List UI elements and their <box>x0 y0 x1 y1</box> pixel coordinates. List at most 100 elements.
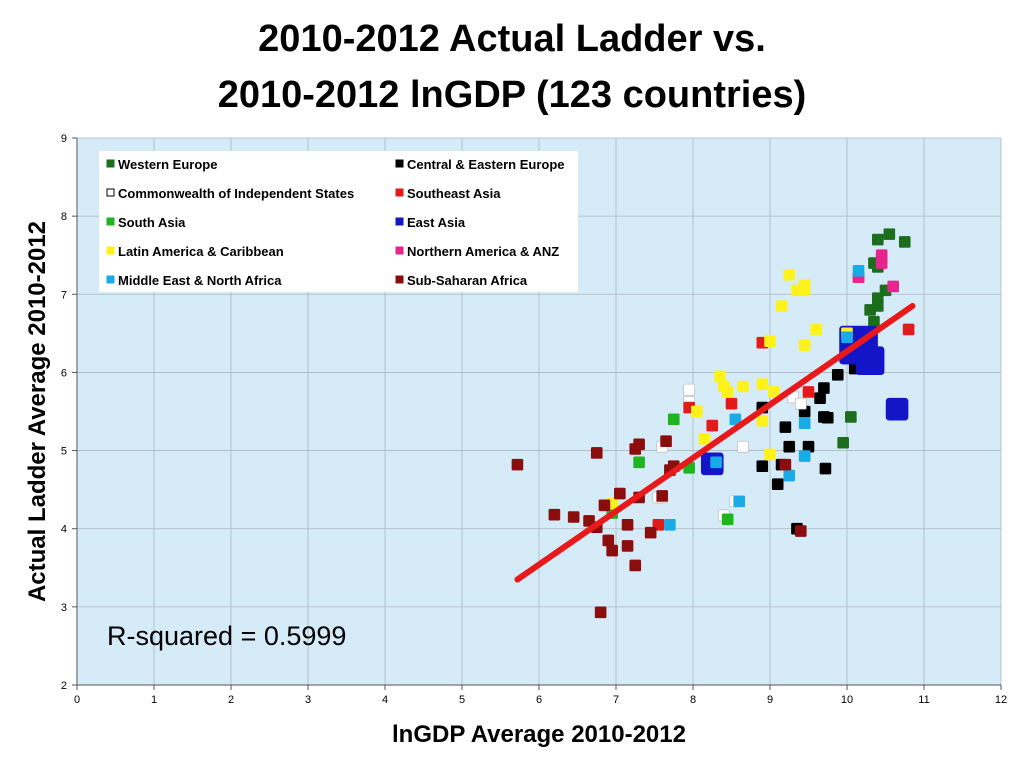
data-point <box>614 487 626 500</box>
data-point <box>798 450 811 462</box>
data-point <box>771 478 784 490</box>
legend-label: Middle East & North Africa <box>118 273 282 288</box>
data-point <box>810 323 823 336</box>
data-point <box>660 435 672 447</box>
x-tick-label: 3 <box>305 694 311 706</box>
data-point <box>852 265 865 277</box>
data-point <box>698 433 711 445</box>
x-tick-label: 4 <box>382 694 388 706</box>
y-tick-label: 6 <box>61 367 67 379</box>
data-point <box>883 228 896 240</box>
data-point <box>756 378 769 390</box>
data-point <box>837 436 849 449</box>
legend-swatch <box>106 246 115 255</box>
data-point <box>629 559 642 572</box>
r-squared-annotation: R-squared = 0.5999 <box>107 621 346 651</box>
data-point <box>733 495 746 508</box>
data-point <box>594 606 607 619</box>
chart-title-line-2: 2010-2012 lnGDP (123 countries) <box>217 74 807 116</box>
data-point <box>871 300 884 312</box>
data-point <box>798 279 811 291</box>
data-point <box>691 405 703 418</box>
data-point <box>667 413 680 426</box>
data-point <box>606 544 618 557</box>
data-point <box>729 413 742 426</box>
data-point <box>721 386 734 398</box>
data-point <box>875 257 888 269</box>
axes <box>72 137 1002 690</box>
data-point <box>725 397 738 410</box>
legend-label: Northern America & ANZ <box>407 244 559 259</box>
data-point <box>706 419 719 432</box>
data-point <box>737 440 749 453</box>
data-point <box>855 346 885 376</box>
data-point <box>598 499 611 512</box>
legend-swatch <box>395 159 404 168</box>
data-point <box>511 458 524 471</box>
x-tick-label: 2 <box>228 694 234 706</box>
data-point <box>633 456 645 469</box>
y-tick-label: 9 <box>61 133 67 145</box>
data-point <box>902 323 915 336</box>
data-point <box>818 382 830 394</box>
data-point <box>779 421 792 433</box>
legend-swatch <box>106 217 115 226</box>
data-point <box>768 386 780 398</box>
y-tick-label: 7 <box>61 289 67 301</box>
data-point <box>633 438 645 451</box>
x-tick-label: 1 <box>151 694 157 706</box>
data-point <box>683 383 695 396</box>
x-tick-label: 7 <box>613 694 619 706</box>
data-point <box>764 335 776 347</box>
x-tick-label: 0 <box>74 694 80 706</box>
x-axis-title: lnGDP Average 2010-2012 <box>392 721 686 748</box>
y-tick-label: 5 <box>61 446 67 458</box>
data-point <box>664 519 676 531</box>
data-point <box>656 490 669 502</box>
legend-swatch <box>395 275 404 284</box>
data-point <box>737 380 749 393</box>
x-tick-label: 6 <box>536 694 542 706</box>
x-tick-label: 11 <box>918 694 929 706</box>
data-point <box>779 458 792 471</box>
data-point <box>821 411 834 424</box>
chart-title-line-1: 2010-2012 Actual Ladder vs. <box>258 18 766 60</box>
data-point <box>775 300 788 312</box>
y-tick-label: 8 <box>61 211 67 223</box>
legend-label: Central & Eastern Europe <box>407 157 565 172</box>
data-point <box>814 392 826 405</box>
data-point <box>548 508 561 521</box>
data-point <box>798 417 811 430</box>
legend-box <box>99 151 578 292</box>
legend-label: East Asia <box>407 215 466 230</box>
data-point <box>756 415 769 427</box>
legend-swatch <box>106 159 115 168</box>
data-point <box>590 447 603 459</box>
data-point <box>721 513 734 526</box>
legend-label: South Asia <box>118 215 186 230</box>
data-point <box>756 460 769 473</box>
data-point <box>798 339 811 351</box>
data-point <box>802 386 815 398</box>
data-point <box>602 534 615 547</box>
data-point <box>783 268 796 281</box>
x-tick-label: 12 <box>995 694 1007 706</box>
data-point <box>885 397 909 421</box>
x-tick-label: 9 <box>767 694 773 706</box>
y-tick-label: 3 <box>61 602 67 614</box>
data-point <box>621 540 634 552</box>
data-point <box>710 456 722 469</box>
data-point <box>794 397 807 410</box>
legend-label: Sub-Saharan Africa <box>407 273 528 288</box>
legend-label: Western Europe <box>118 157 217 172</box>
data-point <box>783 440 796 453</box>
legend-swatch <box>106 188 115 197</box>
regression-line <box>514 303 916 583</box>
data-point <box>794 525 807 537</box>
data-point <box>714 370 726 383</box>
y-tick-label: 2 <box>61 680 67 692</box>
data-point <box>887 280 900 293</box>
legend-swatch <box>395 217 404 226</box>
